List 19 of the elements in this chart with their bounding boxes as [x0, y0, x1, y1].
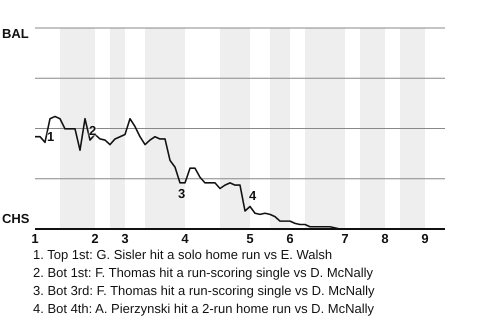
text: CHS — [2, 211, 30, 227]
annotation: 3 — [178, 186, 186, 202]
x-tick-label: 3 — [121, 231, 129, 246]
x-tick-label: 9 — [421, 231, 429, 246]
text: 3. Bot 3rd: F. Thomas hit a run-scoring single vs D. McNally — [33, 282, 374, 300]
x-tick-label: 8 — [381, 231, 389, 246]
text: 1. Top 1st: G. Sisler hit a solo home run vs E. Walsh — [33, 246, 334, 264]
x-tick-label: 4 — [181, 231, 190, 246]
text: 4. Bot 4th: A. Pierzynski hit a 2-run home run vs D. McNally — [33, 300, 374, 318]
x-tick-label: 2 — [91, 231, 99, 246]
annotation: 2 — [89, 123, 96, 139]
x-tick-label: 1 — [31, 231, 39, 246]
annotation: 1 — [47, 129, 54, 145]
x-tick-label: 6 — [286, 231, 294, 246]
text: 2. Bot 1st: F. Thomas hit a run-scoring single vs D. McNally — [33, 264, 374, 282]
x-tick-label: 5 — [246, 231, 254, 246]
annotation: 4 — [249, 188, 256, 204]
x-tick-label: 7 — [341, 231, 349, 246]
text: BAL — [2, 26, 29, 42]
